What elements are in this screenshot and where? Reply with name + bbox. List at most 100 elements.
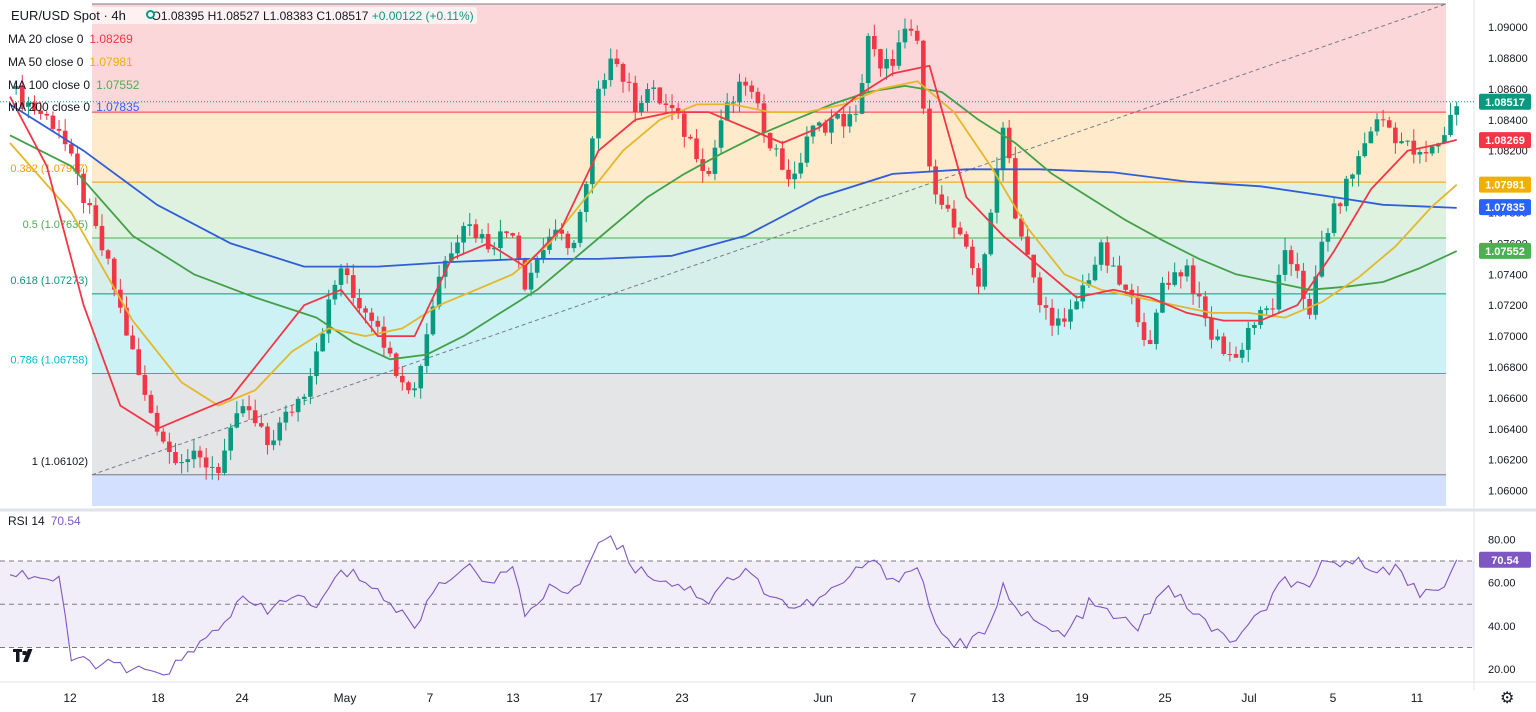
symbol-title[interactable]: EUR/USD Spot · 4h (11, 8, 126, 23)
candle-body (620, 64, 626, 82)
ma20-value: 1.08269 (89, 32, 133, 46)
candle-body (1141, 322, 1147, 340)
candle-body (1166, 282, 1171, 285)
price-label-107835: 1.07835 (1479, 199, 1531, 216)
candle-body (755, 91, 761, 104)
rsi-legend[interactable]: RSI 14 70.54 (8, 514, 81, 528)
candle-body (375, 320, 381, 327)
price-label-bg (1479, 132, 1531, 149)
candle-body (816, 122, 822, 126)
candle-body (1068, 309, 1073, 322)
candle-body (510, 233, 515, 236)
open-value: O1.08395 (151, 9, 205, 23)
candle-body (878, 49, 883, 69)
candle-body (1135, 297, 1141, 323)
candle-body (663, 103, 669, 105)
time-tick: 23 (675, 691, 689, 705)
candle-body (1386, 120, 1392, 128)
price-tick: 1.07200 (1488, 300, 1528, 312)
price-label-text: 1.08517 (1485, 97, 1525, 109)
candle-body (1313, 276, 1318, 315)
candle-body (75, 153, 80, 174)
candle-body (988, 212, 994, 255)
time-tick: 13 (991, 691, 1005, 705)
legend-ma200[interactable]: MA 200 close 0 1.07835 (8, 100, 139, 114)
candle-body (639, 102, 644, 113)
fib-label-1: 1 (1.06102) (32, 456, 88, 468)
tradingview-logo-icon[interactable] (12, 646, 42, 668)
candle-body (167, 441, 172, 453)
settings-gear-icon[interactable]: ⚙ (1500, 690, 1515, 707)
fib-zone-5 (92, 238, 1446, 294)
candle-body (1092, 264, 1098, 281)
candle-body (99, 225, 105, 251)
candle-body (865, 35, 871, 84)
candle-body (344, 268, 350, 276)
candle-body (179, 462, 184, 464)
fib-zone-786 (92, 373, 1446, 475)
candle-body (1049, 307, 1055, 326)
candle-body (295, 398, 301, 413)
candle-body (1448, 114, 1453, 136)
legend-ma50[interactable]: MA 50 close 0 1.07981 (8, 55, 133, 69)
candle-body (259, 423, 264, 427)
price-label-108269: 1.08269 (1479, 132, 1531, 149)
candle-body (1454, 106, 1459, 115)
candle-body (393, 353, 399, 376)
candle-body (412, 388, 417, 391)
candle-body (142, 374, 148, 395)
time-tick: Jun (813, 691, 832, 705)
candle-body (265, 426, 270, 446)
time-tick: 19 (1075, 691, 1089, 705)
candle-body (406, 382, 411, 391)
candle-body (1405, 140, 1410, 142)
ma50-value: 1.07981 (89, 55, 133, 69)
ma100-value: 1.07552 (96, 78, 140, 92)
price-tick: 1.06800 (1488, 362, 1528, 374)
candle-body (1399, 141, 1404, 144)
legend-ma20[interactable]: MA 20 close 0 1.08269 (8, 32, 133, 46)
candle-body (449, 253, 454, 261)
candle-body (357, 297, 362, 309)
candle-body (1411, 140, 1417, 155)
candle-body (504, 231, 509, 234)
candle-body (1209, 318, 1214, 340)
candle-body (1221, 336, 1227, 354)
price-tick: 1.09000 (1488, 22, 1528, 34)
ma200-line (9, 103, 1457, 268)
candle-body (694, 138, 699, 160)
candle-body (1325, 233, 1331, 242)
candle-body (731, 102, 736, 104)
candle-body (203, 457, 209, 468)
candle-body (1154, 312, 1159, 345)
price-tick: 1.06000 (1488, 486, 1528, 498)
candle-body (301, 396, 307, 399)
price-label-bg (1479, 242, 1531, 259)
candle-body (596, 88, 601, 139)
candle-body (835, 113, 840, 119)
rsi-tick: 80.00 (1488, 534, 1516, 546)
candle-body (749, 85, 755, 92)
candle-body (994, 169, 1000, 213)
candle-body (209, 466, 215, 468)
candle-body (1288, 250, 1294, 265)
candle-body (154, 412, 160, 432)
fib-label-0618: 0.618 (1.07273) (10, 275, 88, 287)
candle-body (69, 144, 74, 154)
candle-body (148, 394, 154, 413)
legend-ma100[interactable]: MA 100 close 0 1.07552 (8, 78, 139, 92)
candle-body (277, 422, 283, 441)
ma100-line (9, 85, 1458, 361)
candle-body (350, 275, 356, 298)
candle-body (565, 233, 571, 249)
candle-body (822, 122, 828, 133)
candle-body (1429, 146, 1435, 154)
candle-body (216, 466, 221, 473)
candle-body (1074, 301, 1079, 310)
rsi-tick: 20.00 (1488, 664, 1516, 676)
candle-body (761, 103, 767, 133)
candle-body (442, 260, 448, 277)
candle-body (1380, 119, 1386, 121)
price-tick: 1.07400 (1488, 269, 1528, 281)
